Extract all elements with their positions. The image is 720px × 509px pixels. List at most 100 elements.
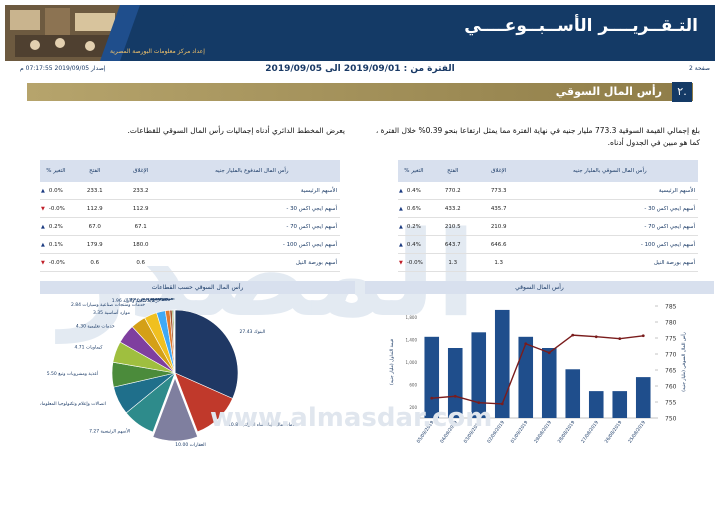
slice-label: 10.87 خدمات مالية (باستثناء البنوك): [228, 422, 298, 428]
bar: [518, 336, 534, 418]
slice-label: 0.20 سياحة: [151, 298, 174, 302]
table-row: ▲ 0.6% 433.2 435.7- أسهم ايجي اكس 30: [398, 199, 698, 218]
section-number: ٢.: [672, 82, 692, 102]
slice-label: 27.43 البنوك: [240, 329, 266, 335]
arrow-up-icon: ▲: [399, 241, 403, 248]
bar: [588, 391, 604, 418]
line-point: [547, 351, 551, 355]
line-point: [524, 342, 528, 346]
arrow-up-icon: ▲: [399, 223, 403, 230]
page-label: صفحة 2: [689, 65, 710, 72]
slice-label: 0.30 منسوجات: [142, 298, 173, 302]
table-row: ▼ -0.0% 0.6 0.6 أسهم بورصة النيل: [40, 253, 340, 272]
close-cell: 210.9: [475, 217, 522, 236]
change-value: 0.2%: [48, 223, 63, 230]
left-tick-label: 600: [409, 382, 417, 387]
change-cell: ▲ 0.6%: [398, 199, 430, 218]
table-row: ▲ 0.4% 770.2 773.3 الأسهم الرئيسية: [398, 182, 698, 200]
slice-label: 2.84 خدمات ومنتجات صناعية وسيارات: [71, 302, 145, 308]
open-cell: 112.9: [71, 199, 118, 218]
col-close: الإغلاق: [475, 160, 522, 182]
slice-label: 4.71 كيماويات: [75, 344, 104, 350]
pie-slice: [152, 377, 198, 442]
change-cell: ▲ 0.0%: [40, 182, 72, 200]
name-cell: الأسهم الرئيسية: [163, 182, 340, 200]
close-cell: 646.6: [475, 235, 522, 254]
x-tick-label: 28/08/2019: [557, 420, 577, 445]
open-cell: 433.2: [429, 199, 476, 218]
name-cell: أسهم بورصة النيل: [521, 253, 698, 272]
arrow-down-icon: ▼: [399, 259, 403, 266]
paid-capital-table: % التغير الفتح الإغلاق رأس المال المدفوع…: [40, 160, 340, 272]
right-tick-label: 760: [665, 384, 677, 391]
name-cell: - أسهم ايجي اكس 100: [163, 235, 340, 254]
open-cell: 0.6: [71, 253, 118, 272]
table-row: ▼ -0.0% 1.3 1.3 أسهم بورصة النيل: [398, 253, 698, 272]
change-cell: ▼ -0.0%: [40, 253, 72, 272]
right-tick-label: 770: [665, 352, 677, 359]
col-name: رأس المال السوقي بالمليار جنيه: [521, 160, 698, 182]
open-cell: 210.5: [429, 217, 476, 236]
left-tick-label: 1,400: [406, 338, 418, 343]
name-cell: - أسهم ايجي اكس 100: [521, 235, 698, 254]
right-tick-label: 780: [665, 320, 677, 327]
bar: [612, 391, 628, 418]
slice-label: 1.96 رعاية صحية وأدوية: [112, 298, 158, 304]
change-value: -0.0%: [48, 259, 65, 266]
left-axis-title: قيمة التداول (مليار جنيه): [389, 339, 395, 385]
change-cell: ▲ 0.2%: [40, 217, 72, 236]
line-point: [571, 333, 575, 337]
slice-label: 0.52 ورق ومواد تعبئة: [129, 298, 170, 302]
pie-slice: [174, 372, 234, 433]
close-cell: 773.3: [475, 182, 522, 200]
line-point: [641, 334, 645, 338]
report-title: التـقــريــــر الأســبــوعــــي: [464, 16, 698, 36]
header-ribbon: [100, 5, 190, 61]
right-tick-label: 785: [665, 304, 677, 311]
sector-pie-chart: 27.43 البنوك 10.87 خدمات مالية (باستثناء …: [40, 298, 298, 448]
close-cell: 435.7: [475, 199, 522, 218]
pie-slice: [174, 309, 176, 374]
arrow-up-icon: ▲: [41, 187, 45, 194]
arrow-up-icon: ▲: [41, 241, 45, 248]
open-cell: 643.7: [429, 235, 476, 254]
change-cell: ▼ -0.0%: [398, 253, 430, 272]
open-cell: 770.2: [429, 182, 476, 200]
change-value: 0.1%: [48, 241, 63, 248]
table-row: ▼ -0.0% 112.9 112.9- أسهم ايجي اكس 30: [40, 199, 340, 218]
table-row: ▲ 0.0% 233.1 233.2 الأسهم الرئيسية: [40, 182, 340, 200]
bar: [565, 369, 581, 418]
line-point: [477, 401, 481, 405]
col-open: الفتح: [71, 160, 118, 182]
arrow-down-icon: ▼: [41, 259, 45, 266]
bar: [541, 348, 557, 418]
open-cell: 1.3: [429, 253, 476, 272]
slice-label: 10.00 العقارات: [175, 442, 205, 448]
slice-label: 5.50 أغذية ومشروبات وتبغ: [47, 370, 98, 377]
x-tick-label: 27/08/2019: [580, 420, 600, 445]
market-cap-combo-chart: 200 600 1,000 1,400 1,800 750 755 760 765 770 775 7…: [389, 304, 687, 445]
open-cell: 233.1: [71, 182, 118, 200]
slice-label: 7.27 الأسهم الرئيسية: [89, 427, 130, 434]
right-tick-label: 775: [665, 336, 677, 343]
open-cell: 67.0: [71, 217, 118, 236]
name-cell: - أسهم ايجي اكس 70: [521, 217, 698, 236]
right-tick-label: 755: [665, 400, 677, 407]
arrow-up-icon: ▲: [41, 223, 45, 230]
slice-label: 6.34 اتصالات وإعلام وتكنولوجيا المعلومات: [40, 401, 106, 407]
paragraph-sectors: يعرض المخطط الدائري أدناه إجماليات رأس ا…: [127, 126, 345, 135]
change-value: 0.0%: [48, 187, 63, 194]
change-value: 0.4%: [406, 241, 421, 248]
right-tick-label: 765: [665, 368, 677, 375]
table-row: ▲ 0.4% 643.7 646.6- أسهم ايجي اكس 100: [398, 235, 698, 254]
table-row: ▲ 0.2% 67.0 67.1- أسهم ايجي اكس 70: [40, 217, 340, 236]
line-point: [500, 402, 504, 406]
line-point: [618, 337, 622, 341]
header-photo: [5, 5, 125, 61]
close-cell: 112.9: [117, 199, 164, 218]
line-point: [453, 394, 457, 398]
close-cell: 180.0: [117, 235, 164, 254]
name-cell: أسهم بورصة النيل: [163, 253, 340, 272]
change-value: -0.0%: [406, 259, 423, 266]
right-axis-title: رأس المال السوقي (مليار جنيه): [680, 332, 687, 392]
